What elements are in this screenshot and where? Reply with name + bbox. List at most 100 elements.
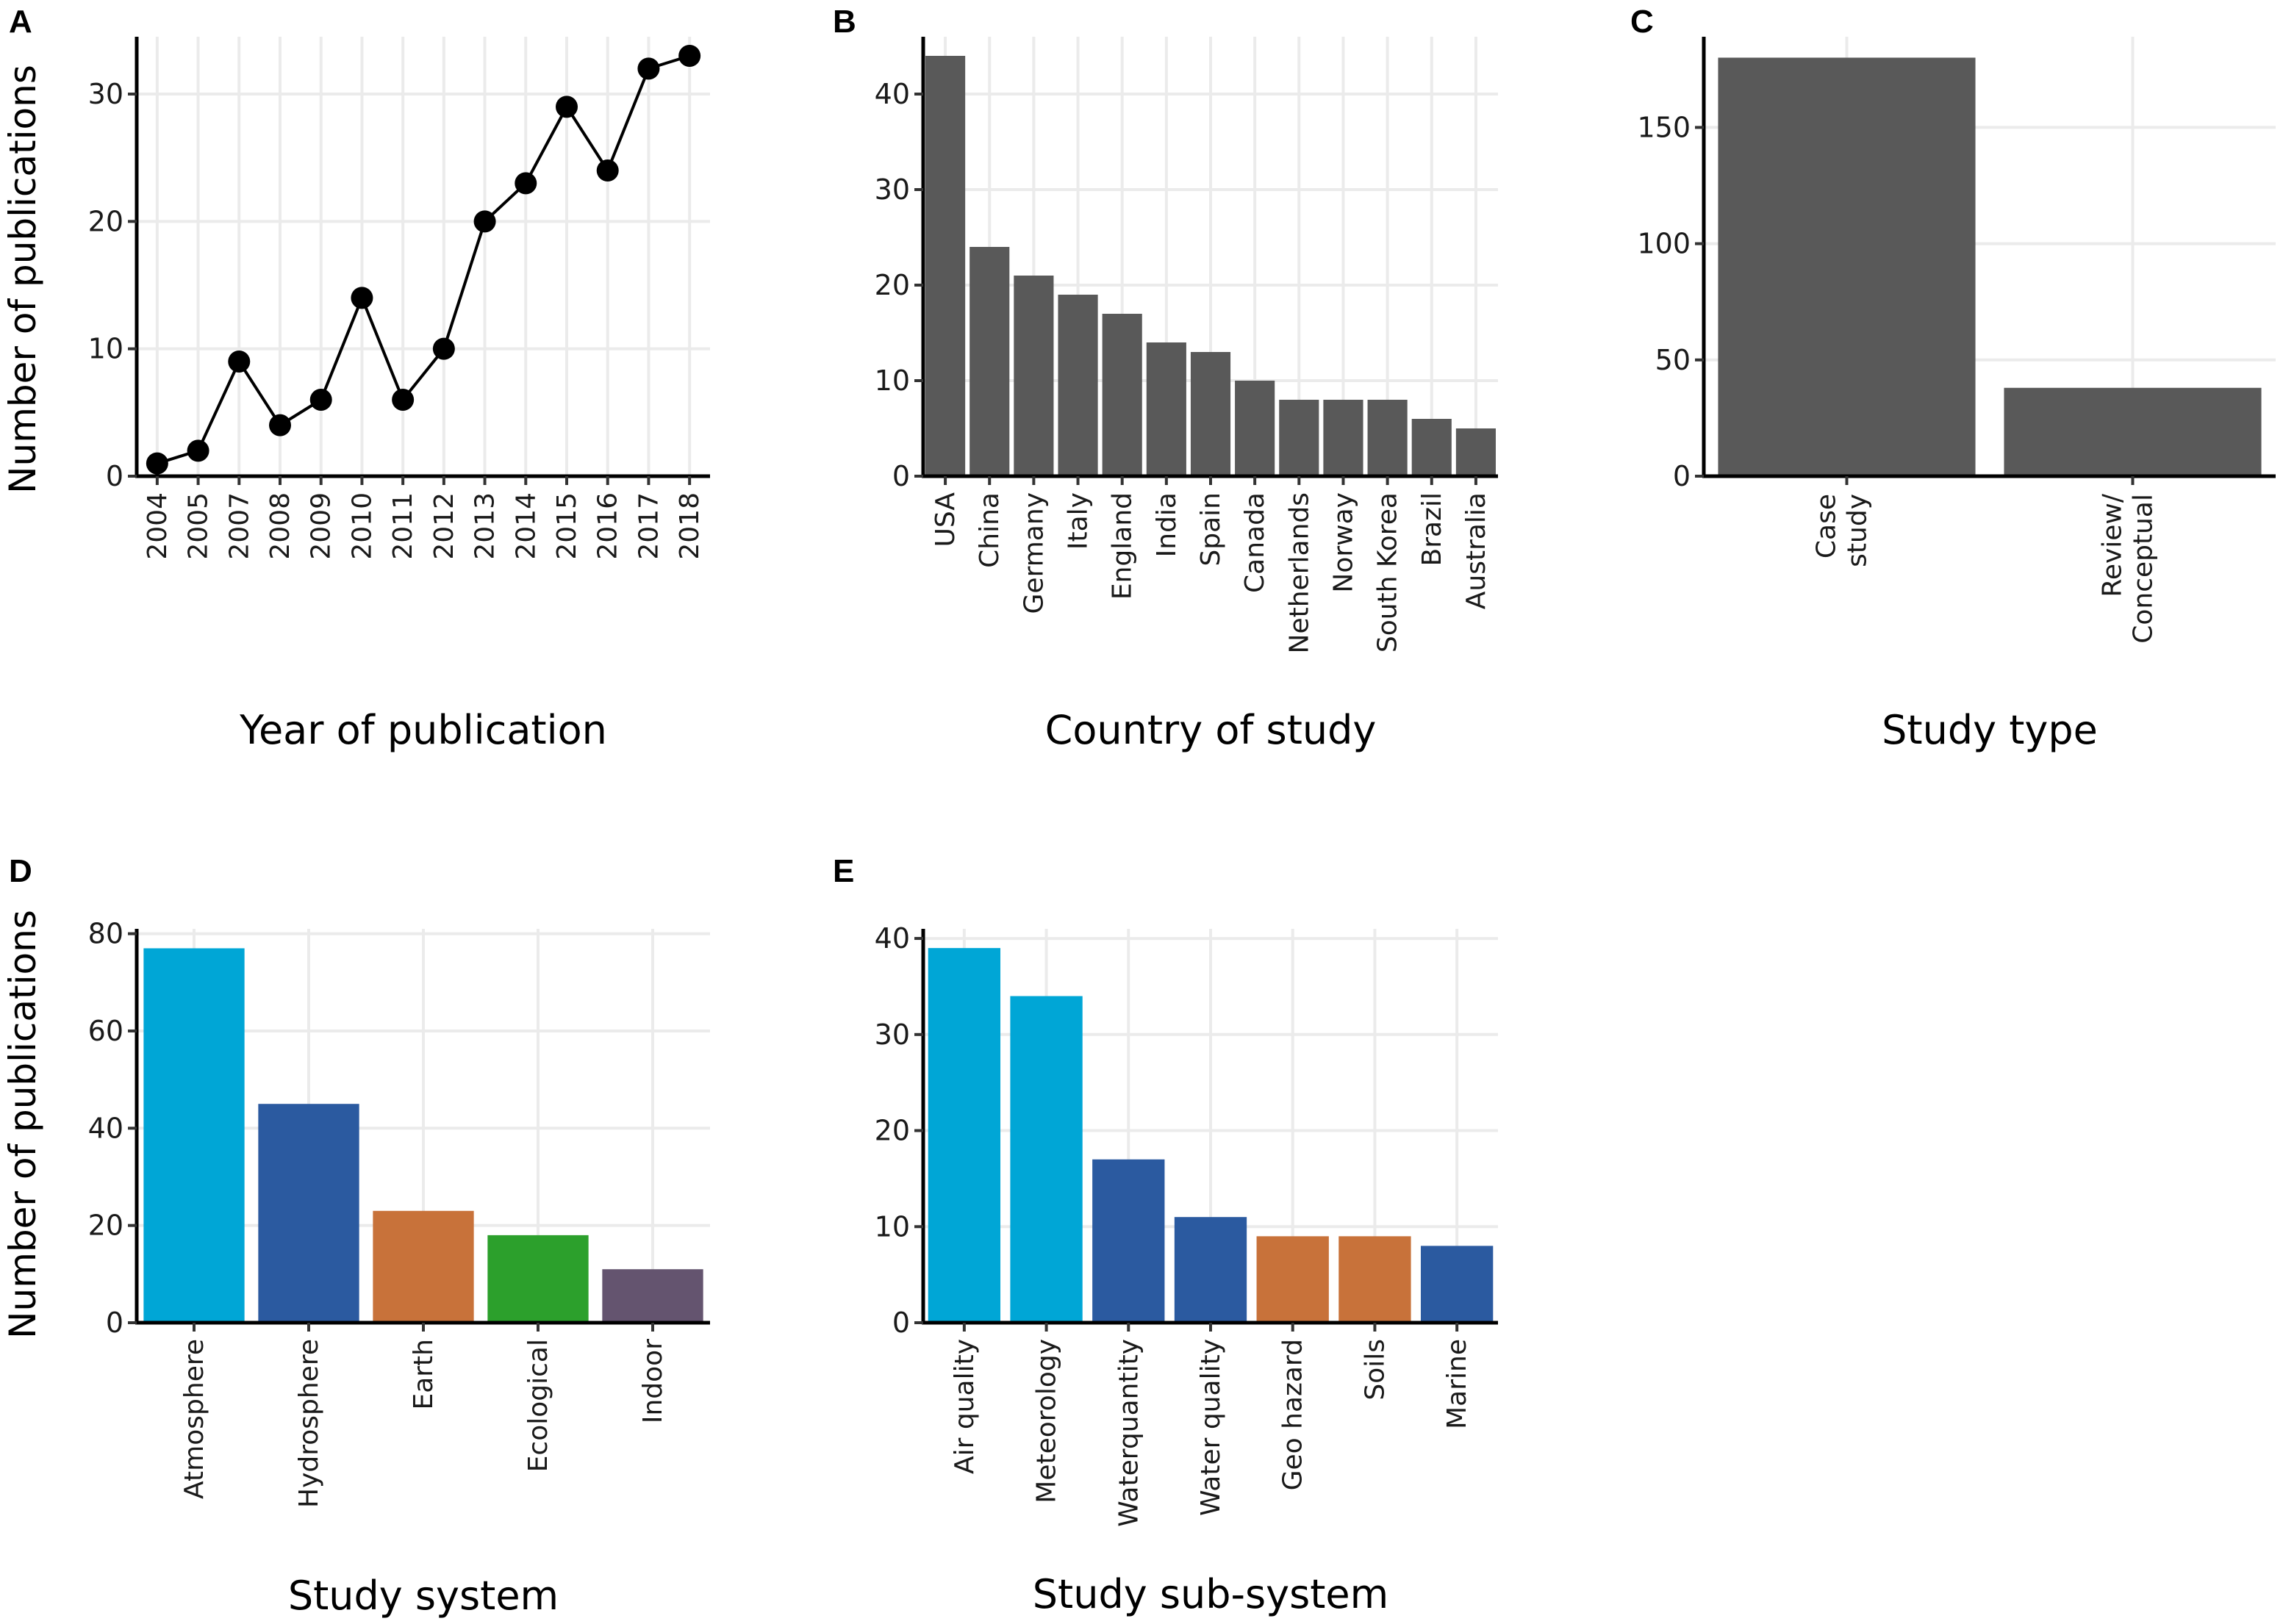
bar-air-quality bbox=[928, 948, 1001, 1323]
y-tick-label: 20 bbox=[88, 205, 123, 237]
point-2014 bbox=[515, 172, 537, 195]
bar-brazil bbox=[1411, 419, 1452, 476]
point-2008 bbox=[269, 414, 291, 436]
x-tick-label: Soils bbox=[1360, 1339, 1390, 1401]
point-2013 bbox=[473, 210, 496, 233]
x-tick-label: Review/Conceptual bbox=[2098, 493, 2159, 644]
bar-water-quality bbox=[1174, 1217, 1247, 1323]
x-tick-label: Australia bbox=[1461, 492, 1491, 609]
x-tick-label: Meteorology bbox=[1032, 1339, 1062, 1503]
x-tick-label: Canada bbox=[1240, 492, 1270, 593]
bar-waterquantity bbox=[1092, 1159, 1165, 1323]
y-tick-label: 10 bbox=[875, 364, 910, 397]
bar-norway bbox=[1323, 400, 1363, 476]
y-tick-label: 60 bbox=[88, 1015, 123, 1047]
bar-review-conceptual bbox=[2004, 387, 2262, 476]
bar-england bbox=[1102, 314, 1142, 476]
x-tick-label: 2009 bbox=[307, 492, 337, 560]
bar-south-korea bbox=[1367, 400, 1408, 476]
bar-ecological bbox=[487, 1235, 589, 1323]
panel-c: 0 50 100 150 Casestudy Review/Conceptual Study… bbox=[1637, 37, 2276, 753]
x-tick-label: Geo hazard bbox=[1278, 1339, 1308, 1490]
x-tick-label: 2010 bbox=[347, 492, 377, 560]
y-tick-label: 80 bbox=[88, 918, 123, 950]
y-tick-label: 30 bbox=[88, 78, 123, 110]
y-tick-label: 0 bbox=[106, 460, 123, 492]
point-2004 bbox=[146, 452, 168, 475]
bar-case-study bbox=[1718, 57, 1976, 476]
x-tick-label: Earth bbox=[409, 1339, 439, 1410]
x-tick-label: Spain bbox=[1196, 492, 1226, 567]
bar-china bbox=[970, 247, 1010, 476]
y-tick-label: 150 bbox=[1637, 111, 1691, 143]
point-2007 bbox=[228, 351, 251, 373]
x-tick-label: USA bbox=[931, 492, 961, 547]
panel-letter-d: D bbox=[9, 853, 32, 889]
panel-b: 0 10 20 30 40 USA China Germany Italy England Indi… bbox=[875, 37, 1498, 753]
y-tick-label: 40 bbox=[88, 1112, 123, 1144]
y-tick-label: 40 bbox=[875, 922, 910, 955]
x-tick-label: 2016 bbox=[593, 492, 623, 560]
y-tick-label: 30 bbox=[875, 1018, 910, 1051]
bar-netherlands bbox=[1279, 400, 1319, 476]
x-tick-label: Marine bbox=[1442, 1339, 1472, 1429]
bar-australia bbox=[1455, 428, 1496, 476]
x-tick-label: Italy bbox=[1064, 492, 1094, 550]
point-2016 bbox=[596, 159, 619, 182]
y-axis-title: Number of publications bbox=[1, 65, 44, 494]
x-tick-label: 2005 bbox=[184, 492, 214, 560]
point-2005 bbox=[187, 439, 209, 462]
series-line bbox=[157, 54, 690, 465]
point-2015 bbox=[556, 96, 578, 118]
y-tick-label: 100 bbox=[1637, 228, 1691, 260]
x-tick-label: Brazil bbox=[1417, 492, 1447, 566]
y-tick-label: 0 bbox=[1673, 460, 1691, 492]
x-axis-title: Study sub-system bbox=[1033, 1571, 1388, 1617]
y-tick-label: 20 bbox=[875, 269, 910, 301]
point-2011 bbox=[392, 389, 415, 411]
panel-e: 0 10 20 30 40 Air quality Meteorology Waterquan… bbox=[875, 922, 1498, 1617]
point-2018 bbox=[678, 45, 701, 67]
panel-letter-e: E bbox=[833, 853, 854, 889]
x-tick-label: South Korea bbox=[1373, 492, 1403, 653]
y-tick-label: 30 bbox=[875, 173, 910, 206]
panel-d: 0 20 40 60 80 Atmosphere Hydrosphere Earth Ecolo… bbox=[1, 910, 710, 1619]
x-tick-label: Air quality bbox=[950, 1339, 980, 1474]
bar-canada bbox=[1235, 381, 1275, 476]
bar-italy bbox=[1058, 295, 1098, 476]
bar-indoor bbox=[602, 1269, 703, 1323]
y-tick-label: 20 bbox=[875, 1115, 910, 1147]
x-tick-label: 2011 bbox=[388, 492, 418, 560]
bar-hydrosphere bbox=[258, 1104, 359, 1323]
bar-soils bbox=[1338, 1236, 1411, 1323]
x-tick-label: 2018 bbox=[675, 492, 705, 560]
bar-spain bbox=[1190, 352, 1231, 476]
x-tick-label: 2014 bbox=[511, 492, 541, 560]
x-tick-label: 2008 bbox=[265, 492, 295, 560]
y-tick-label: 0 bbox=[892, 1307, 910, 1339]
y-tick-label: 0 bbox=[106, 1307, 123, 1339]
y-tick-label: 20 bbox=[88, 1210, 123, 1242]
bar-meteorology bbox=[1010, 996, 1083, 1323]
x-tick-label: Hydrosphere bbox=[294, 1339, 324, 1508]
point-2010 bbox=[351, 287, 373, 309]
x-tick-label: Germany bbox=[1019, 492, 1049, 614]
y-tick-label: 0 bbox=[892, 460, 910, 492]
bar-usa bbox=[925, 56, 966, 476]
panel-letter-b: B bbox=[833, 4, 856, 40]
x-tick-label: England bbox=[1108, 492, 1138, 600]
x-tick-label: 2013 bbox=[470, 492, 501, 560]
x-axis-title: Country of study bbox=[1045, 707, 1377, 753]
point-2017 bbox=[637, 57, 660, 80]
x-tick-label: China bbox=[975, 492, 1005, 568]
y-tick-label: 10 bbox=[875, 1210, 910, 1243]
y-axis-title: Number of publications bbox=[1, 910, 44, 1339]
panel-letter-c: C bbox=[1630, 4, 1654, 40]
point-2012 bbox=[432, 337, 455, 360]
x-axis-title: Study type bbox=[1882, 707, 2098, 753]
x-tick-label: Casestudy bbox=[1812, 494, 1873, 567]
x-tick-label: Waterquantity bbox=[1114, 1339, 1144, 1527]
x-tick-label: Atmosphere bbox=[179, 1339, 209, 1499]
x-tick-label: Indoor bbox=[638, 1339, 668, 1423]
bar-geo-hazard bbox=[1256, 1236, 1329, 1323]
